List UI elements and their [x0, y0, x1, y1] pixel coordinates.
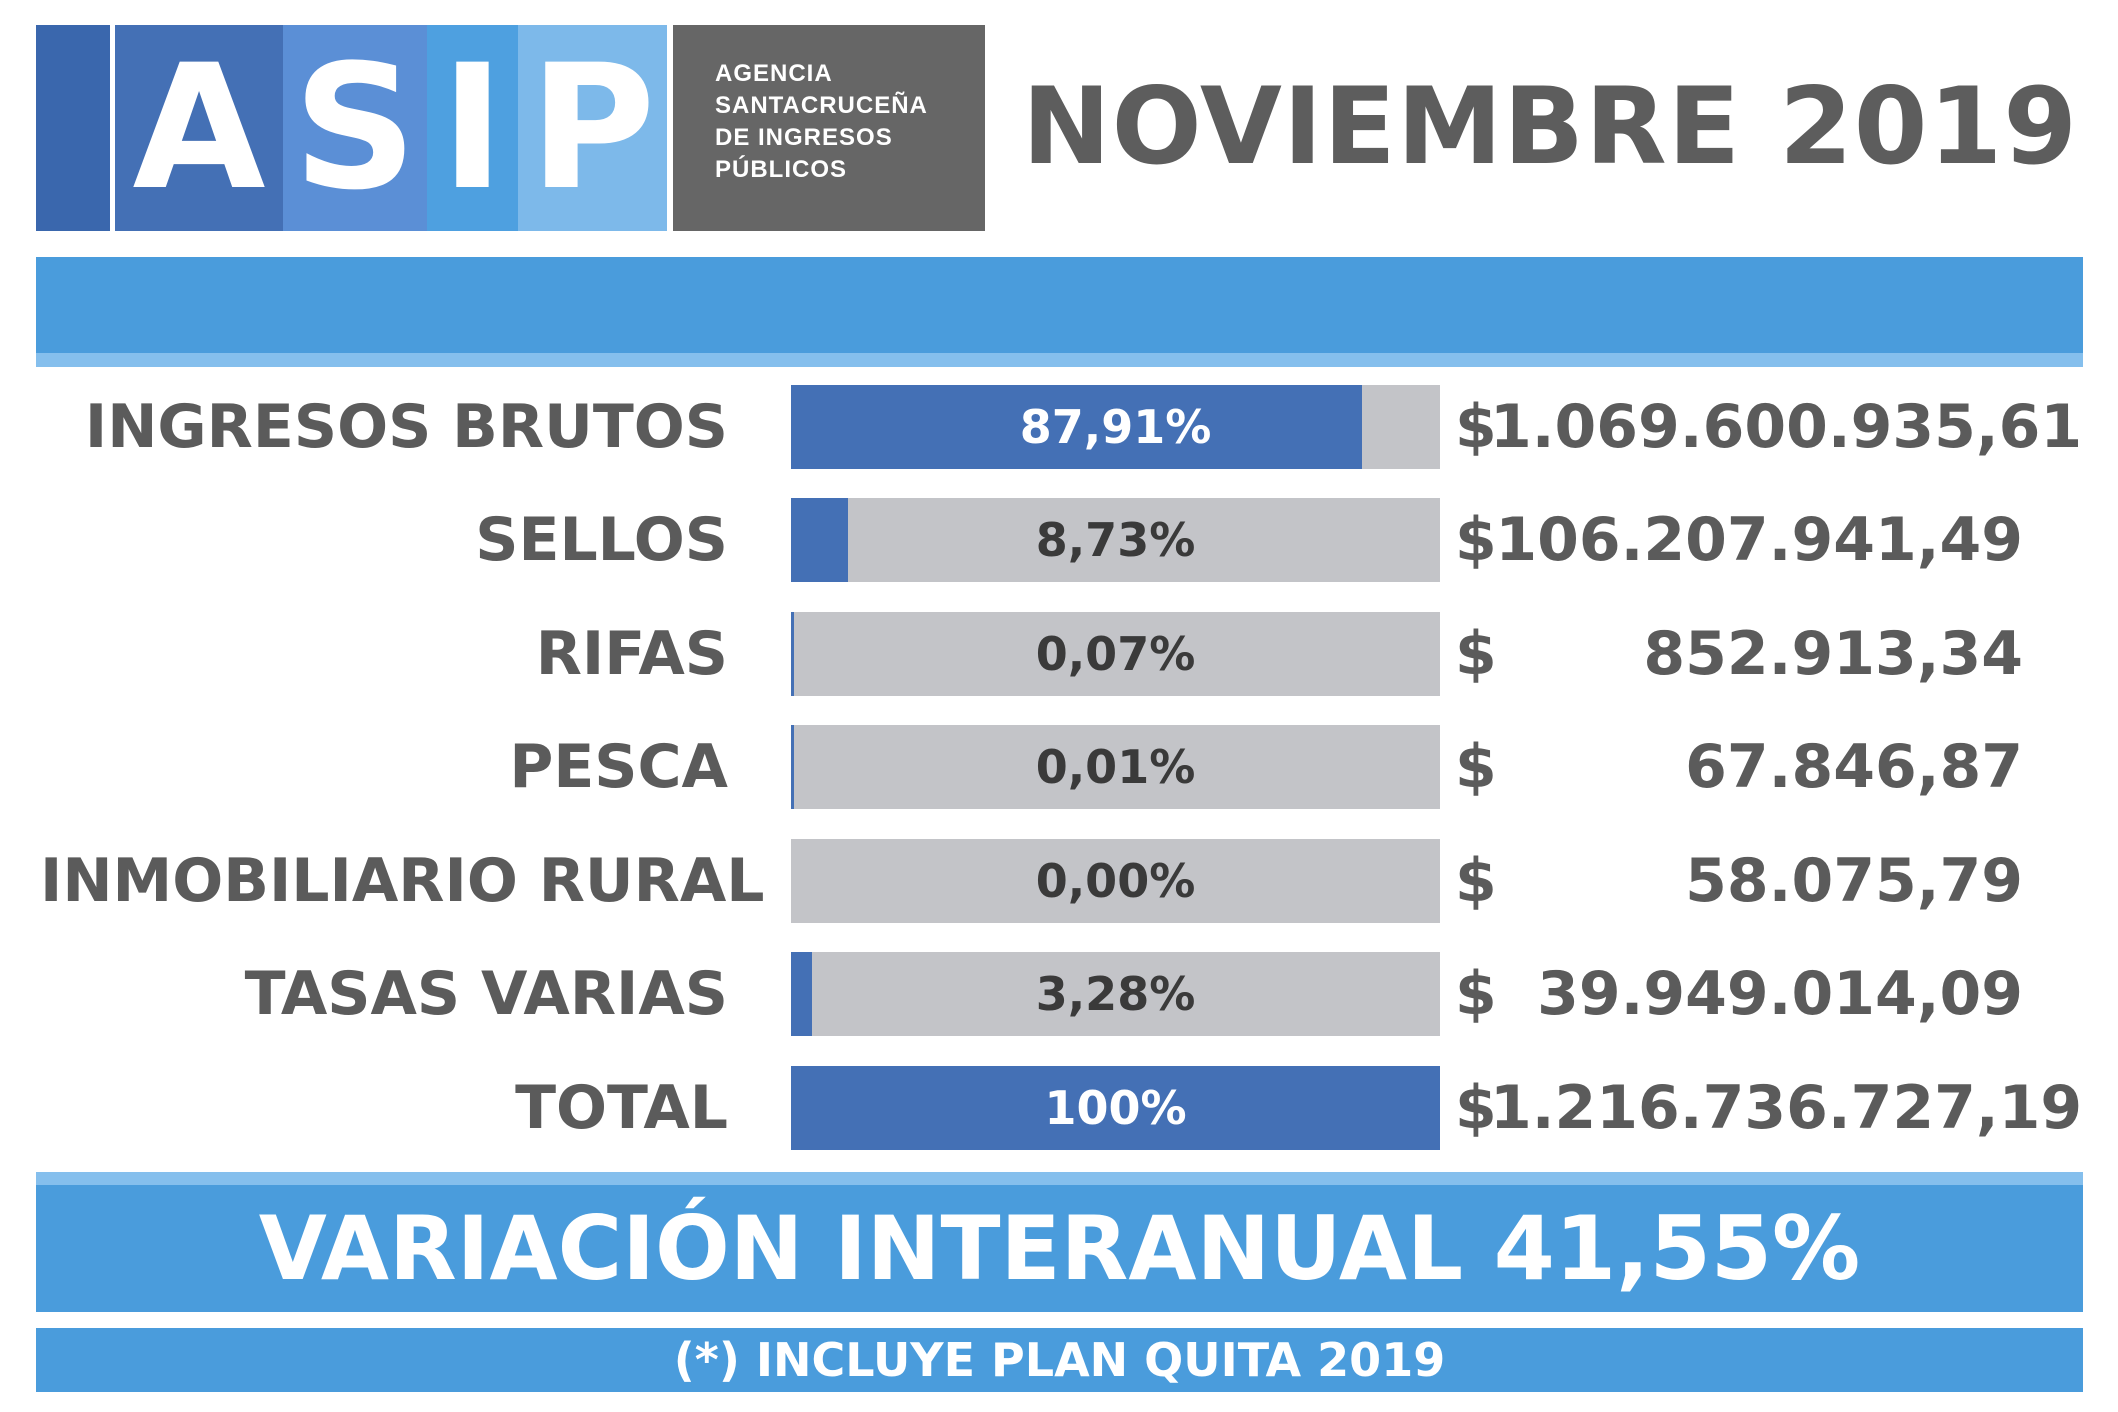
amount-value: 39.949.014,09	[1537, 959, 2023, 1029]
agency-line: SANTACRUCEÑA	[715, 92, 928, 119]
bar	[791, 385, 1362, 469]
category-label: TOTAL	[515, 1073, 728, 1143]
currency-sign: $	[1455, 846, 1497, 916]
category-label: SELLOS	[475, 505, 728, 575]
header-band	[36, 257, 2083, 353]
currency-sign: $	[1455, 505, 1497, 575]
bar-track: 100%	[791, 1066, 1440, 1150]
bar	[791, 498, 848, 582]
percent-label: 0,00%	[1035, 854, 1196, 908]
variation-banner: VARIACIÓN INTERANUAL 41,55%	[36, 1185, 2083, 1312]
amount-value: 67.846,87	[1685, 732, 2023, 802]
currency-sign: $	[1455, 1073, 1497, 1143]
footer-band-stripe	[36, 1172, 2083, 1185]
bar-track: 8,73%	[791, 498, 1440, 582]
percent-label: 8,73%	[1035, 513, 1196, 567]
category-label: TASAS VARIAS	[244, 959, 728, 1029]
agency-line: DE INGRESOS	[715, 124, 893, 151]
agency-line: AGENCIA	[715, 60, 833, 87]
bar	[791, 725, 794, 809]
percent-label: 0,07%	[1035, 627, 1196, 681]
currency-sign: $	[1455, 959, 1497, 1029]
currency-sign: $	[1455, 619, 1497, 689]
category-label: RIFAS	[535, 619, 728, 689]
bar-track: 0,00%	[791, 839, 1440, 923]
logo-edge-block	[36, 25, 110, 231]
header-band-stripe	[36, 353, 2083, 367]
agency-line: PÚBLICOS	[715, 156, 848, 183]
amount-value: 58.075,79	[1685, 846, 2023, 916]
amount-value: 852.913,34	[1643, 619, 2023, 689]
bar	[791, 612, 794, 696]
amount-value: 1.069.600.935,61	[1490, 392, 2083, 462]
bar-track: 0,01%	[791, 725, 1440, 809]
currency-sign: $	[1455, 732, 1497, 802]
logo-letter: I	[427, 25, 518, 231]
percent-label: 87,91%	[1019, 400, 1212, 454]
percent-label: 3,28%	[1035, 967, 1196, 1021]
logo-letter: S	[283, 25, 427, 231]
bar-track: 3,28%	[791, 952, 1440, 1036]
category-label: INMOBILIARIO RURAL	[40, 846, 765, 916]
logo-letter: A	[115, 25, 283, 231]
bar-track: 87,91%	[791, 385, 1440, 469]
page-title: NOVIEMBRE 2019	[1021, 65, 2079, 188]
agency-name: AGENCIA SANTACRUCEÑA DE INGRESOS PÚBLICO…	[673, 25, 985, 231]
percent-label: 0,01%	[1035, 740, 1196, 794]
currency-sign: $	[1455, 392, 1497, 462]
bar	[791, 1066, 1440, 1150]
logo-letter: P	[518, 25, 667, 231]
amount-value: 106.207.941,49	[1495, 505, 2023, 575]
category-label: PESCA	[509, 732, 728, 802]
percent-label: 100%	[1044, 1081, 1187, 1135]
category-label: INGRESOS BRUTOS	[84, 392, 728, 462]
amount-value: 1.216.736.727,19	[1490, 1073, 2083, 1143]
bar	[791, 952, 812, 1036]
bar-track: 0,07%	[791, 612, 1440, 696]
footnote-banner: (*) INCLUYE PLAN QUITA 2019	[36, 1328, 2083, 1392]
